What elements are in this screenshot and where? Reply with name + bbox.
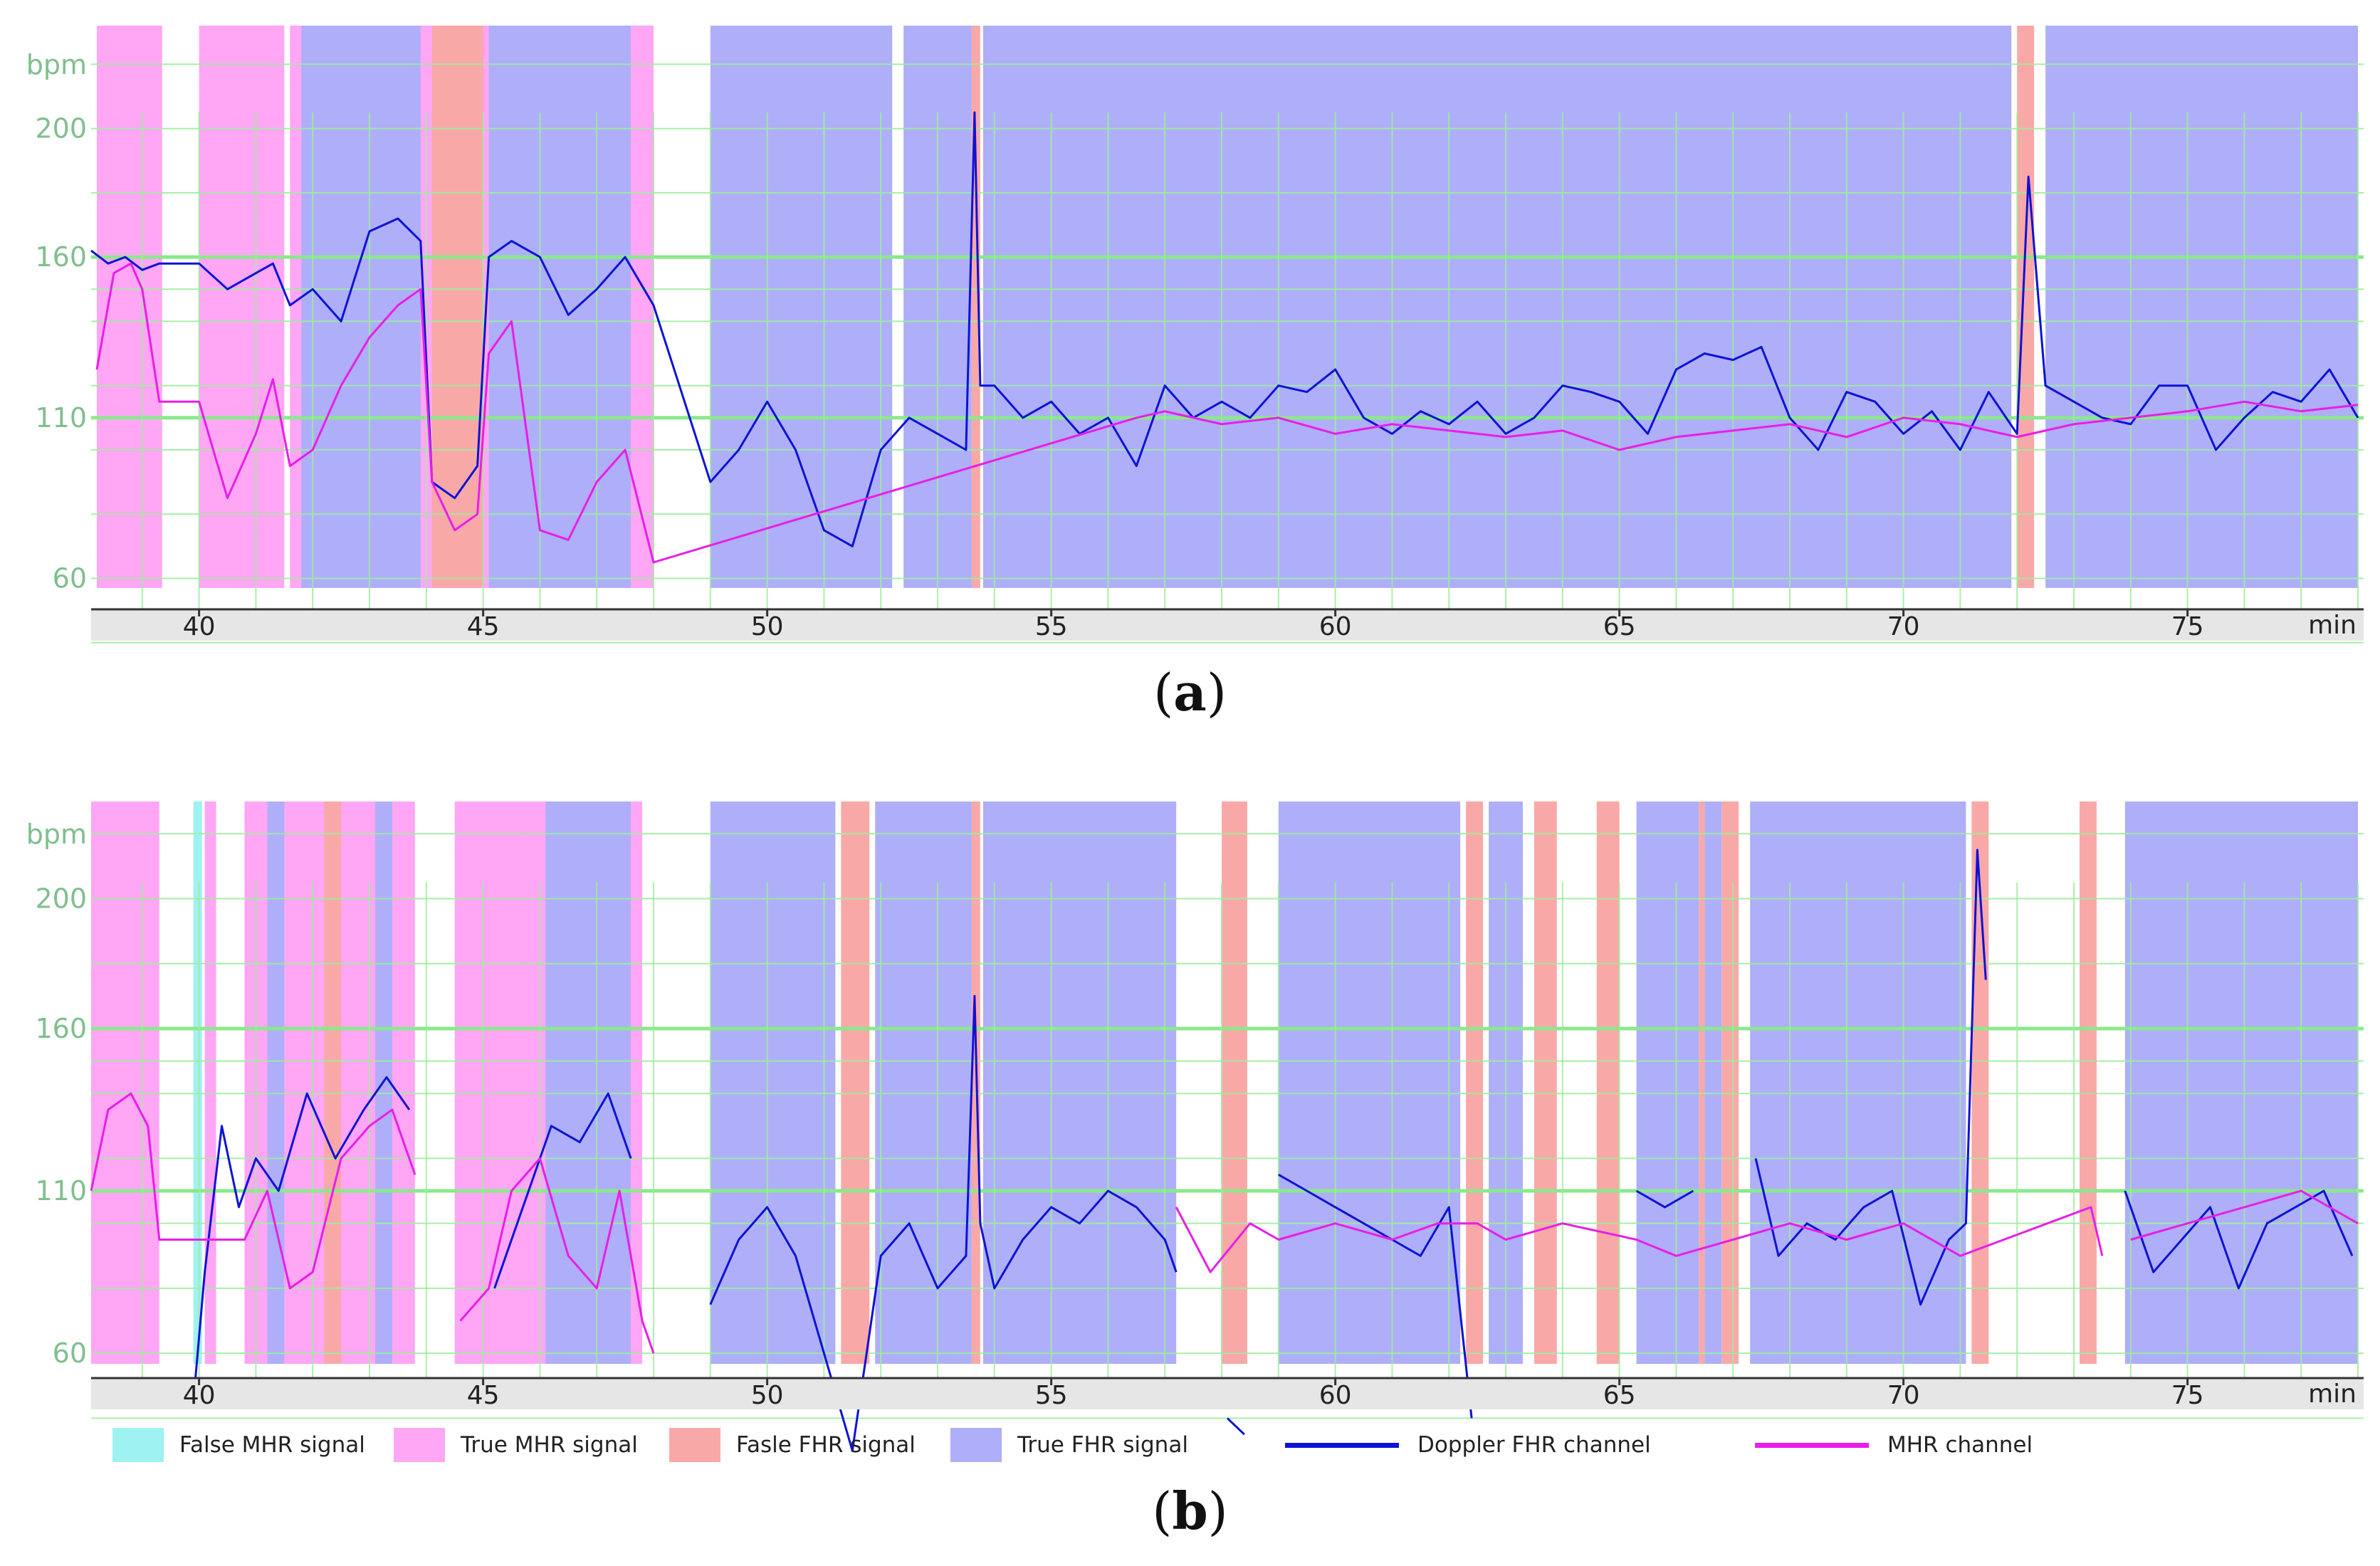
false-fhr-segment	[2080, 802, 2097, 1364]
y-tick-label: 110	[35, 1175, 87, 1207]
x-tick-label: 60	[1319, 612, 1352, 641]
x-tick-label: 40	[183, 1381, 216, 1410]
panel-a-chart: bpm 60 110 160 200 40 45 50 55 60 65 70 75 min	[26, 26, 2364, 643]
true-fhr-segment	[1704, 802, 1722, 1364]
doppler-fhr-line	[90, 111, 2359, 547]
legend-label: MHR channel	[1887, 1432, 2033, 1458]
x-tick-label: 65	[1603, 612, 1636, 641]
x-axis-bar	[91, 1378, 2364, 1409]
x-tick-label: 75	[2171, 612, 2204, 641]
x-tick-label: 45	[467, 1381, 500, 1410]
x-tick-label: 40	[183, 612, 216, 641]
true-mhr-swatch	[394, 1428, 445, 1462]
true-fhr-segment	[1636, 802, 1699, 1364]
y-tick-label: 200	[35, 883, 87, 914]
mhr-line-swatch	[1755, 1442, 1869, 1448]
legend-label: True FHR signal	[1017, 1432, 1188, 1458]
legend-false-mhr: False MHR signal	[112, 1413, 365, 1477]
false-fhr-segment	[1596, 802, 1620, 1364]
legend-false-fhr: Fasle FHR signal	[669, 1413, 916, 1477]
x-tick-label: 65	[1603, 1381, 1636, 1410]
true-mhr-segment	[204, 802, 216, 1364]
false-fhr-segment	[841, 802, 870, 1364]
true-fhr-segment	[545, 802, 631, 1364]
false-fhr-segment	[1534, 802, 1557, 1364]
true-fhr-segment	[982, 802, 1177, 1364]
mhr-line	[90, 1092, 2359, 1354]
mhr-line	[95, 262, 2359, 564]
y-tick-label: 60	[53, 1338, 87, 1369]
true-fhr-segment	[1750, 802, 1966, 1364]
false-fhr-segment	[2017, 26, 2035, 588]
y-axis-label: bpm	[26, 819, 87, 850]
true-fhr-segment	[267, 802, 285, 1364]
x-axis-label: min	[2308, 611, 2357, 640]
x-tick-label: 50	[751, 612, 784, 641]
false-mhr-segment	[193, 802, 202, 1364]
false-fhr-segment	[1466, 802, 1484, 1364]
true-fhr-segment	[982, 26, 2012, 588]
false-fhr-swatch	[669, 1428, 720, 1462]
true-fhr-segment	[875, 802, 972, 1364]
x-tick-label: 70	[1887, 612, 1920, 641]
x-tick-label: 50	[751, 1381, 784, 1410]
legend-true-mhr: True MHR signal	[394, 1413, 638, 1477]
legend-doppler-fhr: Doppler FHR channel	[1285, 1413, 1651, 1477]
false-mhr-swatch	[112, 1428, 164, 1462]
y-tick-label: 110	[35, 402, 87, 433]
true-mhr-segment	[199, 26, 285, 588]
x-tick-label: 55	[1035, 612, 1068, 641]
legend-label: Doppler FHR channel	[1417, 1432, 1651, 1458]
x-tick-label: 70	[1887, 1381, 1920, 1410]
x-tick-label: 75	[2171, 1381, 2204, 1410]
true-fhr-swatch	[950, 1428, 1002, 1462]
true-fhr-segment	[710, 26, 893, 588]
true-mhr-segment	[96, 26, 162, 588]
y-tick-label: 160	[35, 241, 87, 273]
y-tick-label: 60	[53, 563, 87, 594]
false-fhr-segment	[1222, 802, 1247, 1364]
legend-label: Fasle FHR signal	[736, 1432, 916, 1458]
panel-a-label: (a)	[1153, 662, 1227, 722]
true-fhr-segment	[2124, 802, 2359, 1364]
y-axis-label: bpm	[26, 49, 87, 80]
legend: False MHR signal True MHR signal Fasle F…	[0, 1413, 2380, 1477]
panel-b-label: (b)	[1152, 1481, 1228, 1541]
false-fhr-segment	[431, 26, 483, 588]
y-tick-label: 160	[35, 1013, 87, 1044]
true-fhr-segment	[301, 26, 421, 588]
false-fhr-segment	[324, 802, 342, 1364]
legend-true-fhr: True FHR signal	[950, 1413, 1188, 1477]
panel-b-chart: bpm 60 110 160 200 40 45 50 55 60 65 70 75 min	[26, 802, 2364, 1452]
false-fhr-segment	[1699, 802, 1705, 1364]
true-fhr-segment	[488, 26, 631, 588]
x-axis-bar	[91, 609, 2364, 641]
legend-label: True MHR signal	[461, 1432, 638, 1458]
true-mhr-segment	[91, 802, 159, 1364]
doppler-line-swatch	[1285, 1442, 1399, 1448]
legend-mhr-channel: MHR channel	[1755, 1413, 2033, 1477]
true-fhr-segment	[710, 802, 836, 1364]
x-tick-label: 55	[1035, 1381, 1068, 1410]
y-tick-label: 200	[35, 113, 87, 144]
true-fhr-segment	[1278, 802, 1461, 1364]
x-tick-label: 45	[467, 612, 500, 641]
legend-label: False MHR signal	[179, 1432, 365, 1458]
x-axis-label: min	[2308, 1380, 2357, 1409]
true-fhr-segment	[2045, 26, 2359, 588]
true-mhr-segment	[454, 802, 523, 1364]
false-fhr-segment	[1721, 802, 1739, 1364]
false-fhr-segment	[971, 26, 980, 588]
x-tick-label: 60	[1319, 1381, 1352, 1410]
